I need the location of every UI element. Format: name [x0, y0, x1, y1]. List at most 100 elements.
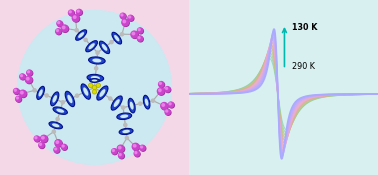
- Circle shape: [77, 10, 82, 15]
- Circle shape: [138, 29, 143, 34]
- Circle shape: [134, 151, 139, 156]
- Circle shape: [166, 87, 167, 89]
- Circle shape: [40, 135, 47, 142]
- Circle shape: [121, 14, 123, 16]
- Circle shape: [92, 90, 97, 94]
- Circle shape: [165, 87, 170, 92]
- Ellipse shape: [111, 96, 122, 110]
- Circle shape: [125, 136, 129, 139]
- Circle shape: [62, 26, 68, 32]
- Circle shape: [132, 32, 135, 35]
- Circle shape: [138, 28, 143, 33]
- Ellipse shape: [53, 95, 57, 103]
- Circle shape: [35, 137, 40, 142]
- Circle shape: [122, 19, 129, 26]
- Circle shape: [62, 26, 65, 29]
- Circle shape: [166, 110, 171, 115]
- Circle shape: [92, 85, 97, 90]
- Ellipse shape: [102, 44, 107, 51]
- Circle shape: [54, 148, 60, 153]
- Circle shape: [141, 146, 143, 148]
- Circle shape: [69, 11, 71, 13]
- Ellipse shape: [49, 122, 62, 129]
- Circle shape: [138, 37, 143, 42]
- Circle shape: [122, 106, 125, 109]
- Circle shape: [120, 13, 125, 18]
- Circle shape: [121, 14, 126, 19]
- Circle shape: [96, 83, 101, 88]
- Ellipse shape: [143, 95, 150, 109]
- Ellipse shape: [99, 41, 110, 54]
- Circle shape: [166, 87, 171, 93]
- Ellipse shape: [78, 32, 84, 38]
- Circle shape: [20, 75, 22, 77]
- Circle shape: [129, 16, 131, 18]
- Circle shape: [88, 83, 93, 88]
- Ellipse shape: [92, 58, 101, 62]
- Circle shape: [159, 82, 164, 87]
- Circle shape: [117, 145, 124, 152]
- Circle shape: [56, 29, 61, 34]
- Circle shape: [73, 15, 80, 22]
- FancyArrowPatch shape: [282, 29, 287, 66]
- Circle shape: [27, 70, 32, 75]
- Circle shape: [138, 29, 140, 31]
- Ellipse shape: [117, 113, 132, 120]
- Circle shape: [56, 140, 62, 147]
- Circle shape: [166, 110, 168, 112]
- Circle shape: [135, 152, 137, 154]
- Circle shape: [14, 89, 20, 94]
- Ellipse shape: [37, 86, 45, 99]
- Circle shape: [28, 71, 33, 76]
- Circle shape: [119, 154, 121, 156]
- Ellipse shape: [128, 98, 135, 113]
- Circle shape: [133, 145, 136, 147]
- Circle shape: [57, 21, 62, 26]
- Circle shape: [169, 103, 174, 108]
- Circle shape: [112, 149, 114, 151]
- Circle shape: [138, 37, 140, 39]
- Circle shape: [133, 144, 139, 151]
- Circle shape: [132, 143, 139, 150]
- Circle shape: [35, 137, 37, 139]
- Circle shape: [128, 15, 133, 20]
- Circle shape: [58, 22, 60, 24]
- Circle shape: [26, 77, 33, 84]
- Circle shape: [110, 41, 113, 44]
- Circle shape: [124, 123, 127, 127]
- Circle shape: [165, 109, 170, 115]
- Circle shape: [159, 89, 161, 92]
- Circle shape: [33, 89, 36, 92]
- Circle shape: [20, 75, 26, 80]
- Circle shape: [41, 136, 48, 143]
- Circle shape: [57, 22, 63, 27]
- Circle shape: [139, 102, 142, 105]
- Circle shape: [26, 78, 29, 80]
- Circle shape: [52, 130, 56, 133]
- Ellipse shape: [122, 130, 130, 133]
- Ellipse shape: [145, 98, 149, 106]
- Circle shape: [77, 10, 79, 12]
- Circle shape: [16, 97, 19, 99]
- Circle shape: [112, 149, 117, 154]
- Circle shape: [56, 30, 58, 32]
- Circle shape: [96, 51, 99, 54]
- Ellipse shape: [97, 86, 108, 100]
- Ellipse shape: [83, 87, 88, 96]
- Circle shape: [56, 117, 59, 121]
- Circle shape: [62, 145, 64, 147]
- Ellipse shape: [86, 41, 98, 52]
- Circle shape: [141, 146, 146, 151]
- Ellipse shape: [91, 76, 100, 80]
- Circle shape: [158, 89, 165, 95]
- Circle shape: [132, 32, 138, 38]
- Circle shape: [131, 31, 138, 38]
- Ellipse shape: [92, 79, 97, 82]
- Circle shape: [42, 136, 44, 139]
- Circle shape: [94, 67, 98, 70]
- Ellipse shape: [76, 30, 87, 40]
- Circle shape: [69, 11, 74, 16]
- Circle shape: [14, 89, 16, 91]
- Ellipse shape: [67, 95, 73, 103]
- Ellipse shape: [114, 35, 119, 41]
